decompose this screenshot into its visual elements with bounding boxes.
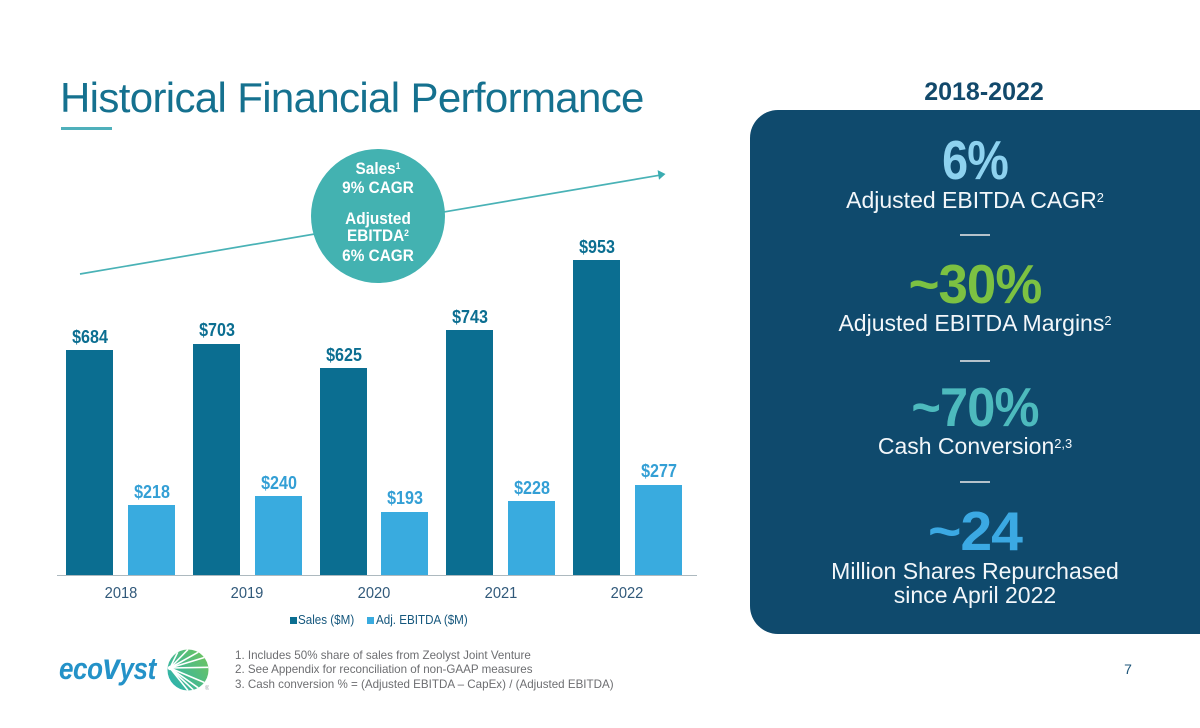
svg-text:®: ® [205, 685, 209, 691]
